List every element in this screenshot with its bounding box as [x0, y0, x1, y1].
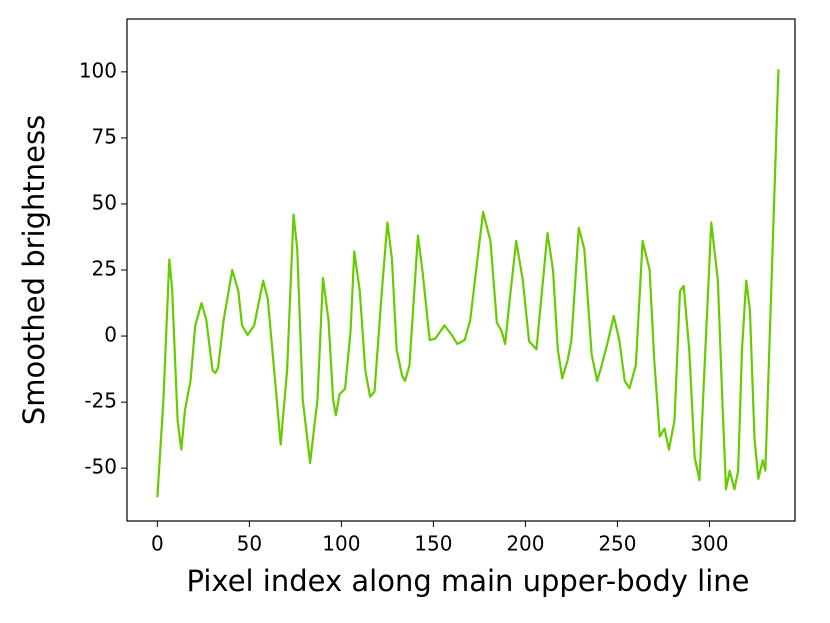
x-tick-label: 150	[414, 532, 452, 556]
x-tick-label: 0	[151, 532, 164, 556]
data-line	[156, 69, 780, 498]
x-tick-label: 300	[690, 532, 728, 556]
y-tick-label: 75	[92, 124, 117, 148]
x-axis-label: Pixel index along main upper-body line	[187, 564, 750, 598]
y-tick-label: -25	[84, 389, 117, 413]
y-tick-label: 50	[92, 190, 117, 214]
x-tick-label: 250	[598, 532, 636, 556]
x-tick-label: 100	[322, 532, 360, 556]
y-tick-label: 0	[104, 323, 117, 347]
y-tick-label: 25	[92, 257, 117, 281]
x-tick-label: 50	[237, 532, 262, 556]
y-axis-label: Smoothed brightness	[17, 115, 51, 425]
y-tick-label: 100	[79, 58, 117, 82]
y-tick-label: -50	[84, 455, 117, 479]
x-tick-label: 200	[506, 532, 544, 556]
